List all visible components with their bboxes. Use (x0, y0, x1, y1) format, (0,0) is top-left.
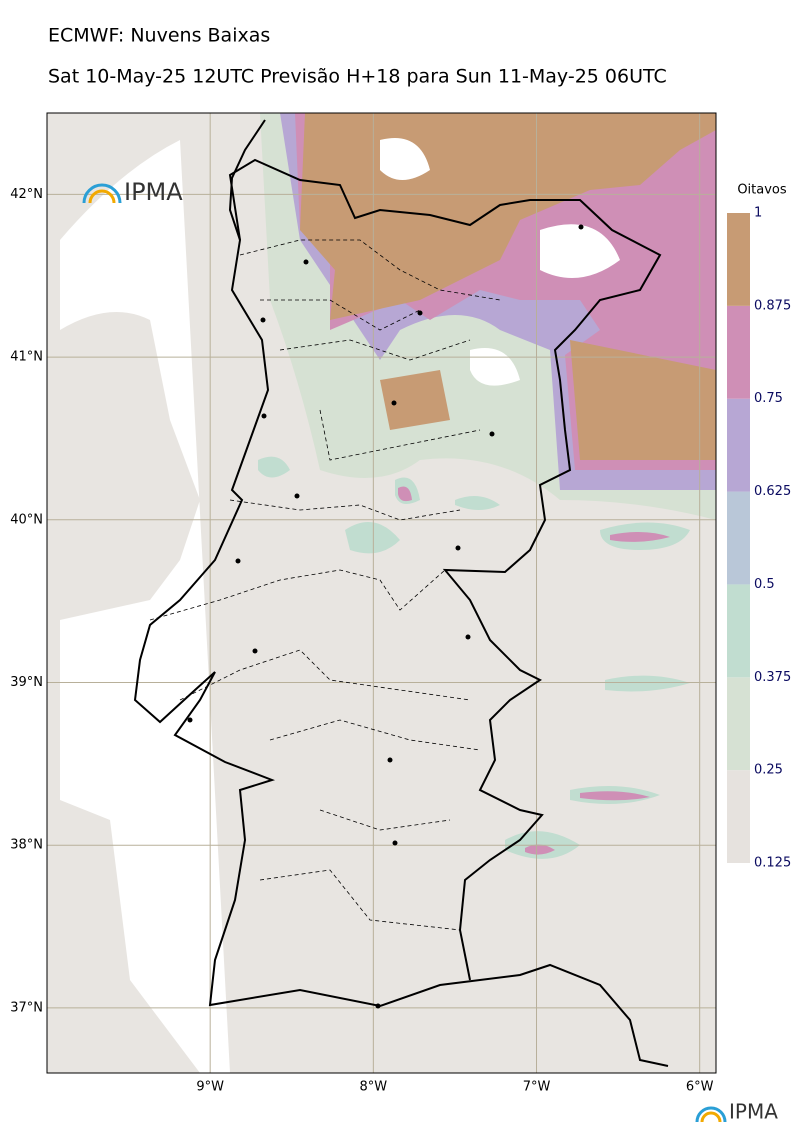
colorbar-label: 0.875 (754, 298, 791, 313)
y-tick-label: 42°N (10, 187, 43, 202)
cloud-field (47, 113, 716, 1073)
x-tick-label: 6°W (686, 1080, 714, 1095)
colorbar-swatch (727, 213, 750, 306)
colorbar-label: 0.625 (754, 484, 791, 499)
colorbar-swatch (727, 770, 750, 863)
x-tick-label: 8°W (360, 1080, 388, 1095)
colorbar-title: Oitavos (737, 183, 787, 198)
colorbar-swatch (727, 584, 750, 678)
colorbar-label: 0.375 (754, 670, 791, 685)
logo-text: IPMA (124, 178, 183, 206)
y-tick-label: 40°N (10, 512, 43, 527)
title: ECMWF: Nuvens Baixas (48, 25, 270, 47)
colorbar-swatch (727, 305, 750, 399)
colorbar-label: 0.5 (754, 577, 775, 592)
colorbar-label: 0.75 (754, 391, 783, 406)
colorbar-label: 1 (754, 206, 762, 221)
y-tick-label: 39°N (10, 675, 43, 690)
logo-text: IPMA (729, 1100, 778, 1124)
y-tick-label: 38°N (10, 838, 43, 853)
x-tick-label: 9°W (196, 1080, 224, 1095)
logo: IPMA IPMA (82, 178, 778, 1124)
map-frame (46, 112, 717, 1074)
colorbar-label: 0.25 (754, 763, 783, 778)
colorbar-swatch (727, 398, 750, 492)
colorbar: 0.125 0.25 0.375 0.5 0.625 0.75 0.875 1 (727, 206, 791, 871)
subtitle: Sat 10-May-25 12UTC Previsão H+18 para S… (48, 66, 667, 88)
colorbar-label: 0.125 (754, 856, 791, 871)
cities (187, 224, 584, 1009)
graticule (47, 113, 716, 1073)
colorbar-swatch (727, 677, 750, 771)
coastline (133, 119, 669, 1067)
y-tick-label: 37°N (10, 1000, 43, 1015)
colorbar-swatch (727, 491, 750, 585)
y-tick-label: 41°N (10, 350, 43, 365)
x-tick-label: 7°W (523, 1080, 551, 1095)
